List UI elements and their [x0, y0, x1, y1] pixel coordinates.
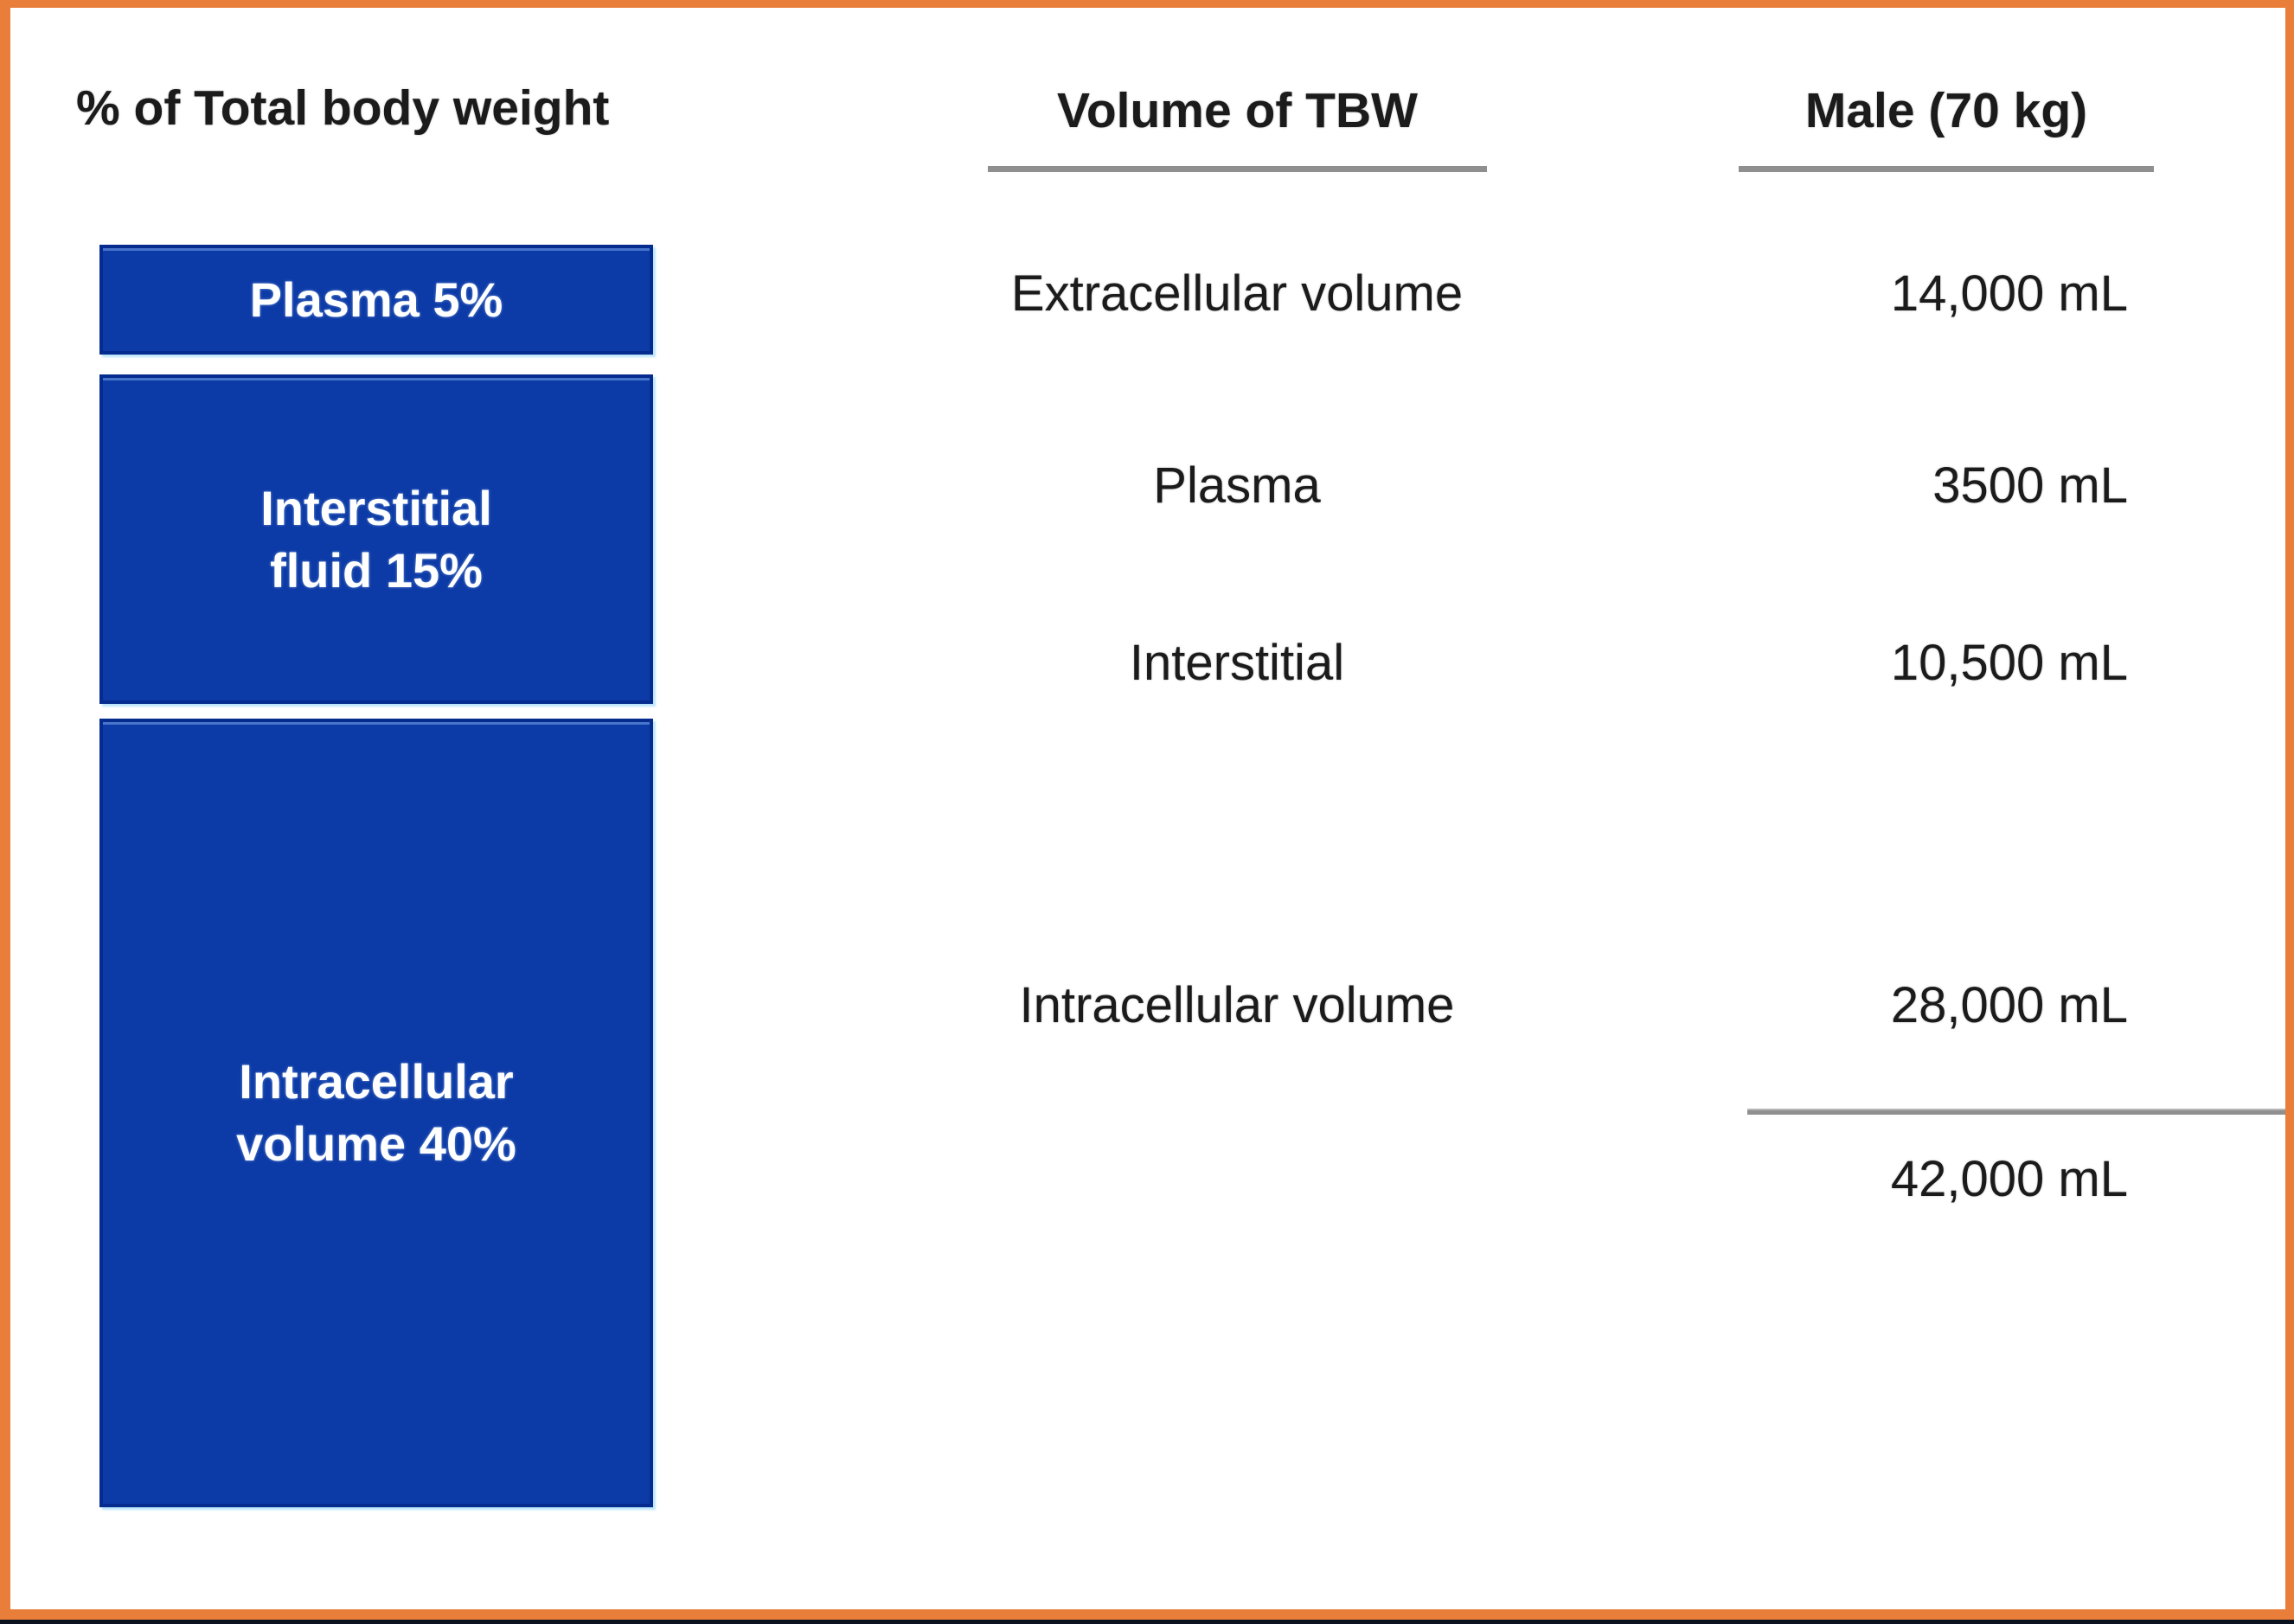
bottom-edge-line: [0, 1620, 2294, 1624]
row-value-intracellular-volume: 28,000 mL: [1890, 977, 2128, 1033]
row-value-interstitial: 10,500 mL: [1890, 635, 2128, 691]
row-label-extracellular-volume: Extracellular volume: [1010, 265, 1464, 322]
row-value-extracellular-volume: 14,000 mL: [1890, 265, 2128, 322]
column-header-male-70kg: Male (70 kg): [1739, 83, 2154, 172]
bar-segment-label-line: Intracellular: [239, 1054, 514, 1109]
column-header-volume-of-tbw: Volume of TBW: [988, 83, 1487, 172]
bar-segment-label-line: Interstitial: [260, 480, 492, 535]
row-label-intracellular-volume: Intracellular volume: [1019, 977, 1455, 1033]
total-sum-rule: [1747, 1109, 2285, 1115]
bar-segment-plasma: Plasma 5%: [99, 245, 653, 355]
bar-segment-label: Plasma 5%: [249, 272, 503, 327]
row-label-interstitial: Interstitial: [1129, 635, 1345, 691]
bar-segment-interstitial-fluid: Interstitial fluid 15%: [99, 374, 653, 704]
row-label-plasma: Plasma: [1153, 457, 1321, 514]
bar-segment-label-line: fluid 15%: [270, 542, 483, 598]
row-value-plasma: 3500 mL: [1932, 457, 2128, 514]
row-value-total: 42,000 mL: [1890, 1151, 2128, 1207]
bar-segment-intracellular-volume: Intracellular volume 40%: [99, 719, 653, 1507]
bar-chart-title: % of Total body weight: [76, 80, 610, 136]
stacked-bar: Plasma 5% Interstitial fluid 15% Intrace…: [99, 245, 653, 1507]
bar-segment-label-line: volume 40%: [236, 1116, 516, 1171]
